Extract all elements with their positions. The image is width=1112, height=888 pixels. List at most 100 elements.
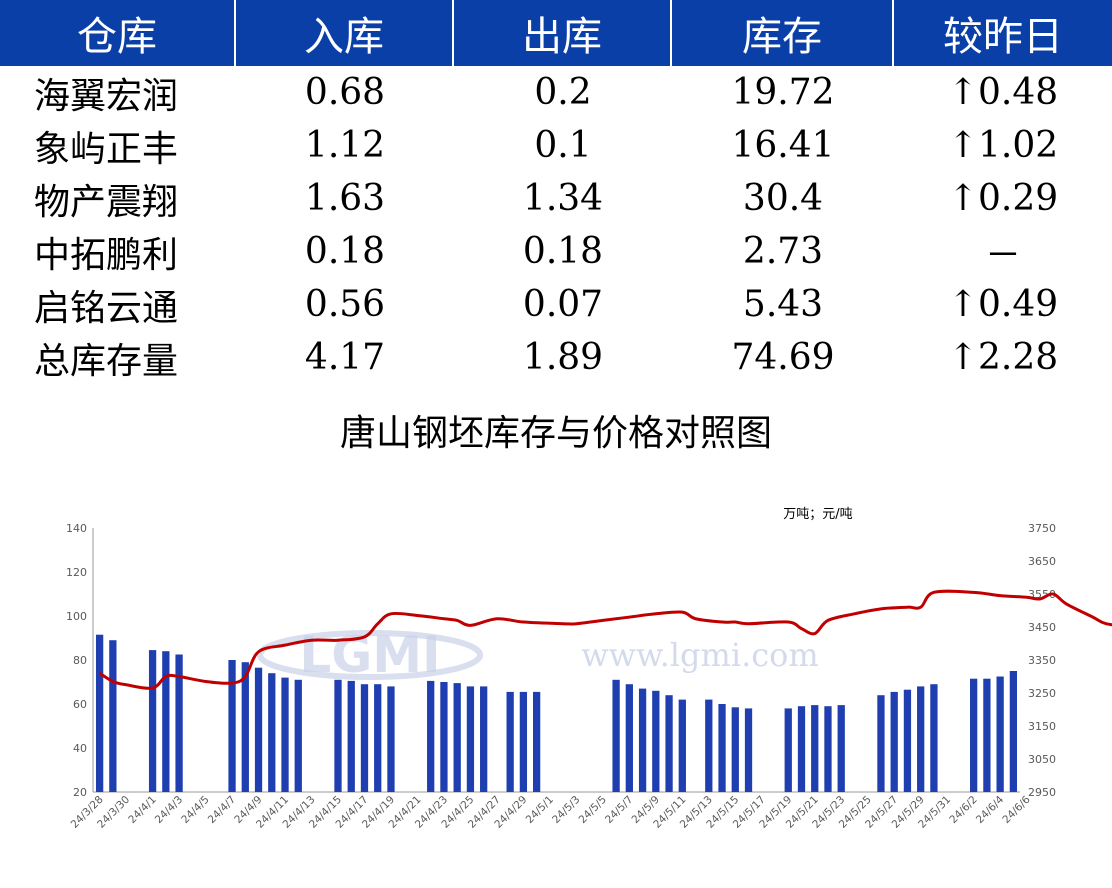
chart-title: 唐山钢坯库存与价格对照图 bbox=[339, 413, 772, 454]
inventory-bar bbox=[175, 654, 183, 792]
y-tick-label: 120 bbox=[66, 566, 87, 579]
inventory-bar bbox=[440, 682, 448, 792]
y2-tick-label: 3050 bbox=[1028, 753, 1056, 766]
inventory-bar bbox=[148, 650, 157, 792]
inventory-bar bbox=[890, 691, 898, 792]
inventory-bar bbox=[612, 679, 620, 792]
y-tick-label: 60 bbox=[73, 698, 87, 711]
inventory-bar bbox=[970, 678, 978, 792]
inventory-bar bbox=[665, 695, 673, 792]
inventory-bar bbox=[837, 705, 845, 792]
inventory-bar bbox=[1009, 671, 1018, 792]
price-line bbox=[98, 589, 1112, 690]
inventory-bar bbox=[652, 690, 660, 792]
inventory-bar bbox=[824, 706, 832, 792]
inventory-bar bbox=[731, 707, 739, 792]
inbound-value: 0.68 bbox=[304, 72, 386, 113]
inventory-bar bbox=[930, 684, 938, 792]
table-header: 仓库 入库 出库 库存 较昨日 bbox=[0, 0, 1112, 66]
warehouse-name: 总库存量 bbox=[34, 340, 179, 382]
inventory-bar bbox=[466, 686, 475, 792]
inventory-bar bbox=[95, 634, 104, 792]
inventory-bar bbox=[744, 708, 753, 792]
inventory-bar bbox=[718, 704, 726, 792]
inventory-bar bbox=[903, 689, 912, 792]
y2-tick-label: 3150 bbox=[1028, 720, 1056, 733]
stock-value: 30.4 bbox=[742, 178, 824, 219]
outbound-value: 0.2 bbox=[534, 72, 592, 113]
x-tick-label: 24/5/1 bbox=[524, 794, 556, 826]
y2-tick-label: 3750 bbox=[1028, 522, 1056, 535]
change-value: ↑0.49 bbox=[947, 284, 1059, 325]
inventory-bar bbox=[360, 684, 369, 792]
inbound-value: 1.63 bbox=[304, 178, 386, 219]
inventory-bar bbox=[519, 691, 528, 792]
change-value: － bbox=[984, 234, 1021, 276]
y2-tick-label: 3650 bbox=[1028, 555, 1056, 568]
inventory-bar bbox=[877, 695, 885, 792]
inventory-table: 仓库 入库 出库 库存 较昨日 海翼宏润 0.68 0.2 19.72 ↑0.4… bbox=[0, 0, 1112, 384]
change-value: ↑1.02 bbox=[947, 125, 1059, 166]
inbound-value: 4.17 bbox=[304, 337, 386, 378]
unit-label: 万吨；元/吨 bbox=[783, 507, 852, 522]
inventory-bar bbox=[797, 706, 806, 792]
table-row: 海翼宏润 0.68 0.2 19.72 ↑0.48 bbox=[0, 66, 1112, 119]
stock-value: 2.73 bbox=[742, 231, 824, 272]
inventory-bar bbox=[811, 705, 819, 792]
x-tick-label: 24/5/3 bbox=[550, 794, 582, 826]
inbound-value: 0.56 bbox=[304, 284, 386, 325]
change-value: ↑2.28 bbox=[947, 337, 1059, 378]
inventory-bar bbox=[254, 667, 263, 792]
header-change: 较昨日 bbox=[943, 14, 1063, 60]
y2-tick-label: 2950 bbox=[1028, 786, 1056, 799]
inventory-bar bbox=[506, 691, 514, 792]
watermark: LGMI www.lgmi.com bbox=[257, 626, 819, 684]
table-row: 中拓鹏利 0.18 0.18 2.73 － bbox=[0, 225, 1112, 278]
inbound-value: 0.18 bbox=[304, 231, 386, 272]
x-tick-label: 24/6/6 bbox=[1000, 793, 1033, 826]
inventory-bar bbox=[268, 673, 276, 792]
y-tick-label: 20 bbox=[73, 786, 87, 799]
warehouse-name: 海翼宏润 bbox=[34, 75, 179, 117]
table-row: 物产震翔 1.63 1.34 30.4 ↑0.29 bbox=[0, 172, 1112, 225]
header-warehouse: 仓库 bbox=[0, 0, 236, 66]
outbound-value: 1.34 bbox=[522, 178, 604, 219]
stock-value: 5.43 bbox=[742, 284, 824, 325]
y2-tick-label: 3450 bbox=[1028, 621, 1056, 634]
inventory-bar bbox=[917, 686, 925, 792]
inventory-bar bbox=[638, 688, 647, 792]
watermark-logo: LGMI bbox=[299, 626, 440, 684]
table-row: 象屿正丰 1.12 0.1 16.41 ↑1.02 bbox=[0, 119, 1112, 172]
x-tick-label: 24/4/7 bbox=[206, 794, 238, 826]
stock-value: 74.69 bbox=[731, 337, 835, 378]
inventory-bar bbox=[281, 677, 289, 792]
x-tick-label: 24/4/3 bbox=[153, 794, 185, 826]
inventory-bar bbox=[705, 699, 713, 792]
outbound-value: 0.07 bbox=[522, 284, 604, 325]
change-value: ↑0.48 bbox=[947, 72, 1059, 113]
inventory-bar bbox=[347, 680, 355, 792]
inventory-bar bbox=[374, 684, 382, 792]
x-tick-label: 24/5/7 bbox=[603, 794, 635, 826]
x-tick-label: 24/4/5 bbox=[179, 794, 211, 826]
table-row: 总库存量 4.17 1.89 74.69 ↑2.28 bbox=[0, 331, 1112, 384]
outbound-value: 0.18 bbox=[522, 231, 604, 272]
y-tick-label: 80 bbox=[73, 654, 87, 667]
inventory-bar bbox=[453, 683, 461, 792]
inventory-bar bbox=[294, 679, 302, 792]
inventory-bar bbox=[387, 686, 395, 792]
stock-value: 19.72 bbox=[731, 72, 835, 113]
header-inbound: 入库 bbox=[236, 0, 454, 66]
inventory-bar bbox=[625, 684, 633, 792]
x-tick-label: 24/6/4 bbox=[974, 793, 1007, 826]
change-value: ↑0.29 bbox=[947, 178, 1059, 219]
y2-tick-label: 3250 bbox=[1028, 687, 1056, 700]
x-tick-label: 24/5/5 bbox=[577, 794, 609, 826]
warehouse-name: 中拓鹏利 bbox=[34, 234, 179, 276]
x-tick-label: 24/6/2 bbox=[947, 794, 979, 826]
y-tick-label: 100 bbox=[66, 610, 87, 623]
y-tick-label: 140 bbox=[66, 522, 87, 535]
warehouse-name: 物产震翔 bbox=[34, 181, 179, 223]
y2-tick-label: 3350 bbox=[1028, 654, 1056, 667]
